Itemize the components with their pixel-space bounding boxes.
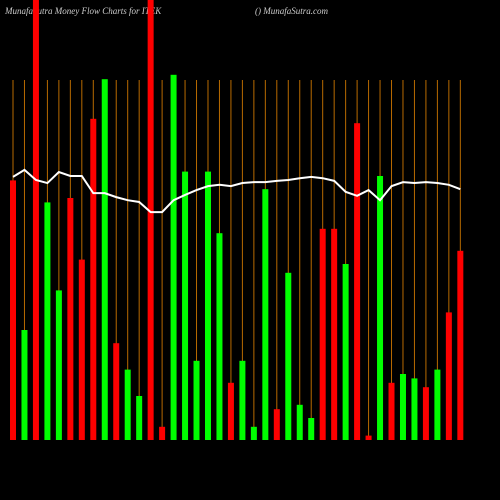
bar [331, 228, 338, 440]
bar [216, 233, 223, 440]
chart-subtitle: () MunafaSutra.com [255, 6, 328, 16]
bar [399, 374, 406, 440]
bar [55, 290, 62, 440]
bar [377, 176, 384, 440]
bar [250, 426, 257, 440]
bar [32, 0, 39, 440]
bar [10, 180, 16, 440]
bar [113, 343, 120, 440]
bar [319, 228, 326, 440]
bar [388, 382, 395, 440]
bar [445, 312, 452, 440]
bar [44, 202, 51, 440]
bar [124, 369, 131, 440]
bar [136, 396, 143, 440]
money-flow-line [12, 168, 461, 214]
bar [273, 409, 280, 440]
bar [354, 123, 361, 440]
bar [342, 264, 349, 440]
bar [159, 426, 166, 440]
chart-title: MunafaSutra Money Flow Charts for ITEK [4, 6, 162, 16]
bar [193, 360, 200, 440]
bar [170, 74, 177, 441]
bar [147, 0, 154, 440]
bar [90, 118, 97, 441]
bar [296, 404, 303, 440]
bar [365, 435, 372, 440]
bar [21, 330, 28, 440]
bar [285, 272, 292, 440]
bar [308, 418, 315, 440]
bar [457, 250, 464, 440]
bar [78, 259, 85, 440]
bar [204, 171, 211, 440]
bar [411, 378, 418, 440]
bar [422, 387, 429, 440]
bar [182, 171, 189, 440]
bar [101, 79, 108, 440]
bar [227, 382, 234, 440]
bar [239, 360, 246, 440]
bar [262, 189, 269, 440]
bar [434, 369, 441, 440]
bar [67, 198, 74, 440]
